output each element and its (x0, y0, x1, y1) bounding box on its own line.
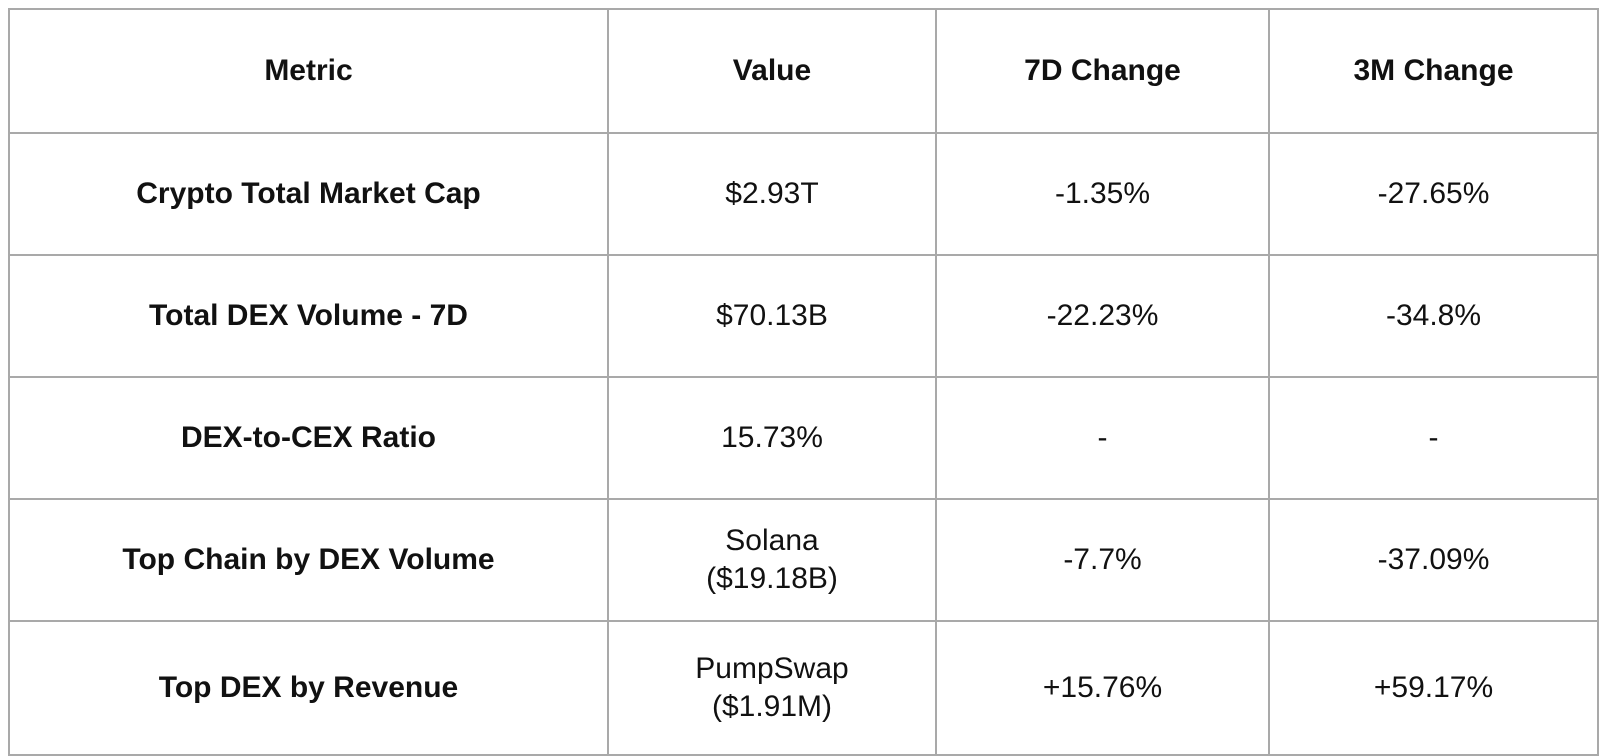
value-cell: $2.93T (607, 132, 937, 256)
column-header-7d-change: 7D Change (935, 8, 1270, 134)
metric-cell: DEX-to-CEX Ratio (8, 376, 609, 500)
table-row: Top DEX by Revenue PumpSwap ($1.91M) +15… (8, 620, 1599, 756)
change-7d-cell: +15.76% (935, 620, 1270, 756)
change-7d-cell: - (935, 376, 1270, 500)
metric-cell: Total DEX Volume - 7D (8, 254, 609, 378)
value-cell: Solana ($19.18B) (607, 498, 937, 622)
change-3m-cell: -37.09% (1268, 498, 1599, 622)
table-row: Crypto Total Market Cap $2.93T -1.35% -2… (8, 132, 1599, 256)
table-row: Total DEX Volume - 7D $70.13B -22.23% -3… (8, 254, 1599, 378)
change-7d-cell: -1.35% (935, 132, 1270, 256)
column-header-metric: Metric (8, 8, 609, 134)
change-7d-cell: -22.23% (935, 254, 1270, 378)
header-row: Metric Value 7D Change 3M Change (8, 8, 1599, 134)
change-3m-cell: -27.65% (1268, 132, 1599, 256)
crypto-metrics-table: Metric Value 7D Change 3M Change Crypto … (8, 8, 1599, 756)
change-7d-cell: -7.7% (935, 498, 1270, 622)
metric-cell: Top Chain by DEX Volume (8, 498, 609, 622)
change-3m-cell: -34.8% (1268, 254, 1599, 378)
value-cell: PumpSwap ($1.91M) (607, 620, 937, 756)
change-3m-cell: +59.17% (1268, 620, 1599, 756)
value-cell: 15.73% (607, 376, 937, 500)
page-background: Metric Value 7D Change 3M Change Crypto … (8, 8, 1599, 756)
value-cell: $70.13B (607, 254, 937, 378)
metric-cell: Top DEX by Revenue (8, 620, 609, 756)
table-row: Top Chain by DEX Volume Solana ($19.18B)… (8, 498, 1599, 622)
column-header-value: Value (607, 8, 937, 134)
change-3m-cell: - (1268, 376, 1599, 500)
metric-cell: Crypto Total Market Cap (8, 132, 609, 256)
column-header-3m-change: 3M Change (1268, 8, 1599, 134)
table-row: DEX-to-CEX Ratio 15.73% - - (8, 376, 1599, 500)
